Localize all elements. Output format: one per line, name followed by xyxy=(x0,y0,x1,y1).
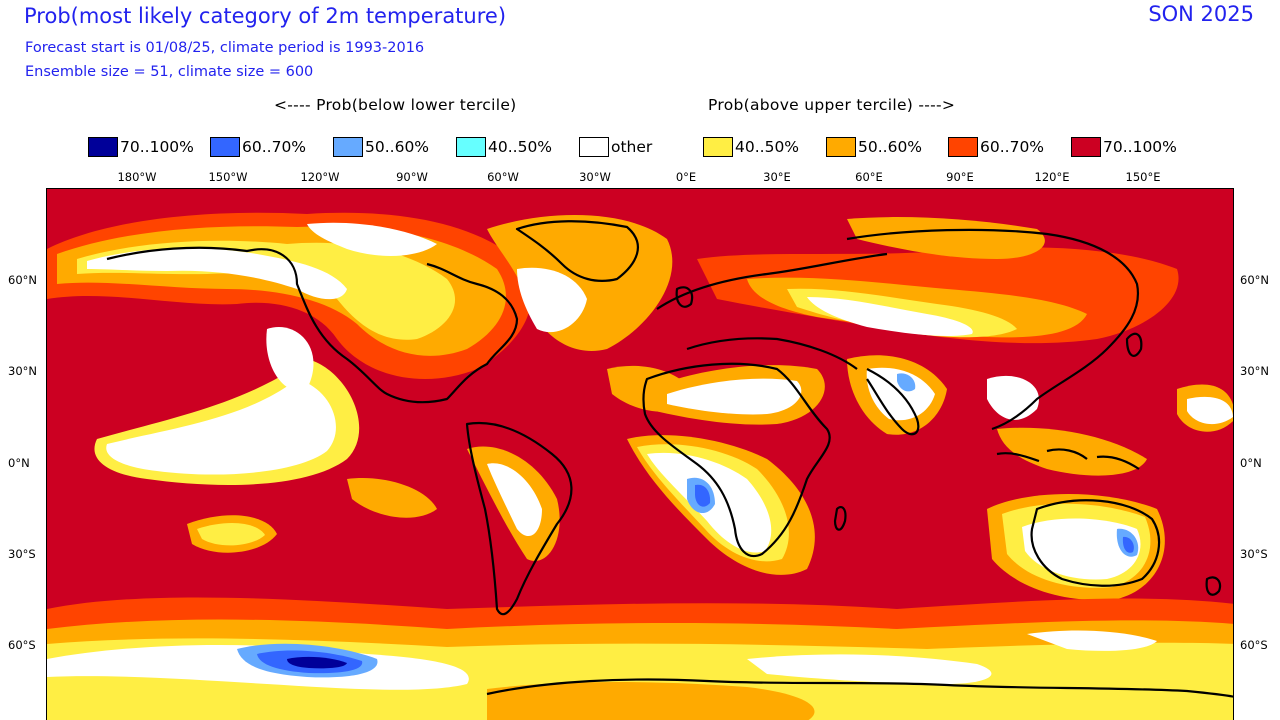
legend-item: 70..100% xyxy=(1071,136,1177,158)
legend-label: 70..100% xyxy=(1103,138,1177,156)
legend-item: 50..60% xyxy=(826,136,922,158)
legend-label: 70..100% xyxy=(120,138,194,156)
legend-swatch xyxy=(579,137,609,157)
region-africa-cold xyxy=(695,484,711,507)
legend-swatch xyxy=(703,137,733,157)
ensemble-info: Ensemble size = 51, climate size = 600 xyxy=(25,64,314,80)
legend-below-label: <---- Prob(below lower tercile) xyxy=(274,96,517,114)
region-east-pacific xyxy=(266,327,314,391)
lon-label: 0°E xyxy=(675,170,697,184)
lat-label: 60°N xyxy=(1240,273,1269,287)
lat-label: 0°N xyxy=(1240,456,1262,470)
legend-item: 40..50% xyxy=(456,136,552,158)
lat-label: 0°N xyxy=(8,456,30,470)
legend-swatch xyxy=(210,137,240,157)
region-north-atlantic xyxy=(487,215,673,351)
coastline-madagascar xyxy=(833,506,847,531)
legend-swatch xyxy=(333,137,363,157)
region-arctic xyxy=(307,222,437,256)
legend-swatch xyxy=(88,137,118,157)
lon-label: 180°W xyxy=(117,170,157,184)
lon-label: 150°W xyxy=(208,170,248,184)
coastline-africa xyxy=(642,362,831,557)
legend-label: 40..50% xyxy=(735,138,800,156)
lat-label: 60°S xyxy=(1240,638,1268,652)
coastline-south-america xyxy=(465,421,573,616)
legend-label: 60..70% xyxy=(980,138,1045,156)
region-south-pacific xyxy=(197,523,265,546)
lon-label: 30°W xyxy=(579,170,611,184)
region-southern-ocean xyxy=(747,654,992,684)
lat-label: 30°N xyxy=(8,364,37,378)
lon-label: 120°E xyxy=(1034,170,1070,184)
legend-label: 50..60% xyxy=(365,138,430,156)
region-south-america xyxy=(487,463,542,537)
coastlines xyxy=(106,220,1233,698)
legend-item: other xyxy=(579,136,652,158)
lon-label: 60°W xyxy=(487,170,519,184)
lon-label: 60°E xyxy=(855,170,883,184)
coastline-japan xyxy=(1125,332,1143,357)
coastline-greenland xyxy=(515,220,639,282)
legend-swatch xyxy=(1071,137,1101,157)
legend-item: 40..50% xyxy=(703,136,799,158)
probability-shading xyxy=(47,212,1233,720)
coastline-antarctica xyxy=(486,678,1233,698)
lat-label: 30°N xyxy=(1240,364,1269,378)
lat-label: 60°N xyxy=(8,273,37,287)
coastline-asia xyxy=(846,228,1140,436)
coastline-europe xyxy=(656,252,888,370)
coastline-new-zealand xyxy=(1205,576,1222,596)
legend-swatch xyxy=(948,137,978,157)
lon-label: 150°E xyxy=(1125,170,1161,184)
lat-label: 30°S xyxy=(8,547,36,561)
region-eurasia xyxy=(807,297,973,337)
forecast-info: Forecast start is 01/08/25, climate peri… xyxy=(25,40,425,56)
legend-label: 60..70% xyxy=(242,138,307,156)
lat-label: 30°S xyxy=(1240,547,1268,561)
probability-map xyxy=(46,188,1234,720)
legend-above-label: Prob(above upper tercile) ----> xyxy=(708,96,956,114)
region-south-asia-cold xyxy=(897,373,916,392)
region-east-pacific xyxy=(106,379,336,475)
legend-item: 60..70% xyxy=(948,136,1044,158)
region-southern-ocean xyxy=(1027,630,1157,651)
region-southern-ocean-cold xyxy=(287,656,347,669)
legend-item: 70..100% xyxy=(88,136,194,158)
region-north-america xyxy=(87,248,347,300)
region-sahara xyxy=(667,378,802,415)
coastline-uk xyxy=(675,286,694,308)
region-west-pacific xyxy=(1187,396,1233,425)
coastline-indonesia xyxy=(996,448,1140,470)
map-title: Prob(most likely category of 2m temperat… xyxy=(24,4,507,28)
region-north-asia xyxy=(847,217,1045,259)
legend-swatch xyxy=(826,137,856,157)
lon-label: 90°W xyxy=(396,170,428,184)
legend-item: 60..70% xyxy=(210,136,306,158)
lon-label: 90°E xyxy=(946,170,974,184)
season-label: SON 2025 xyxy=(1148,2,1254,26)
lon-label: 30°E xyxy=(763,170,791,184)
probability-map-graphic xyxy=(47,189,1233,720)
legend-item: 50..60% xyxy=(333,136,429,158)
region-australia xyxy=(1022,518,1141,580)
lon-label: 120°W xyxy=(300,170,340,184)
region-south-pacific xyxy=(347,478,437,518)
region-antarctica xyxy=(487,682,815,720)
legend-label: 40..50% xyxy=(488,138,553,156)
legend-swatch xyxy=(456,137,486,157)
region-australia-cold xyxy=(1122,536,1134,553)
coastline-australia xyxy=(1030,499,1161,587)
legend-label: other xyxy=(611,138,653,156)
coastline-north-america xyxy=(106,246,519,404)
region-north-atlantic xyxy=(517,267,587,333)
lat-label: 60°S xyxy=(8,638,36,652)
legend-label: 50..60% xyxy=(858,138,923,156)
